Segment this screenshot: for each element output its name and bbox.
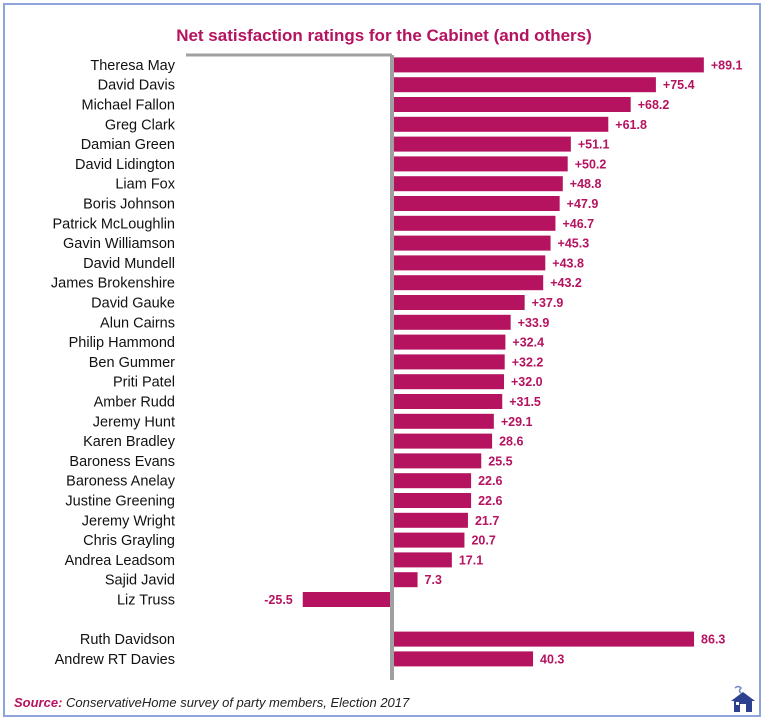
- data-label: +43.2: [550, 276, 582, 290]
- chart-title: Net satisfaction ratings for the Cabinet…: [176, 26, 592, 45]
- category-label: Alun Cairns: [100, 315, 175, 331]
- data-label: +32.0: [511, 375, 543, 389]
- category-label: Baroness Anelay: [66, 474, 176, 490]
- category-label: Liz Truss: [117, 593, 175, 609]
- data-label: 22.6: [478, 474, 502, 488]
- category-label: David Mundell: [83, 256, 175, 272]
- data-label: 20.7: [471, 534, 495, 548]
- data-label: 22.6: [478, 494, 502, 508]
- bar: [392, 57, 704, 73]
- data-label: 17.1: [459, 553, 483, 567]
- data-label: +75.4: [663, 78, 695, 92]
- bar: [392, 532, 465, 548]
- data-label: +51.1: [578, 138, 610, 152]
- bar: [392, 413, 494, 429]
- bar: [392, 275, 544, 291]
- category-label: Andrew RT Davies: [55, 652, 175, 668]
- bar: [392, 215, 556, 231]
- source-text: ConservativeHome survey of party members…: [66, 695, 410, 710]
- bar: [392, 354, 505, 370]
- data-label: 40.3: [540, 652, 564, 666]
- data-label: 28.6: [499, 435, 523, 449]
- category-label: David Davis: [98, 78, 175, 94]
- data-label: +32.2: [512, 355, 544, 369]
- bar: [392, 97, 631, 112]
- bar: [392, 77, 656, 93]
- bar: [392, 374, 504, 390]
- bar: [392, 552, 452, 568]
- source-line: Source: ConservativeHome survey of party…: [14, 695, 409, 710]
- category-label: Greg Clark: [105, 117, 176, 133]
- house-logo-icon: [728, 684, 758, 719]
- data-label: +47.9: [567, 197, 599, 211]
- data-label: +48.8: [570, 177, 602, 191]
- data-label: +45.3: [558, 237, 590, 251]
- bar: [392, 196, 560, 211]
- category-label: Ruth Davidson: [80, 632, 175, 648]
- bar: [392, 235, 551, 251]
- data-label: +33.9: [518, 316, 550, 330]
- bar: [392, 512, 468, 528]
- bar: [392, 295, 525, 310]
- bar: [392, 473, 472, 489]
- category-label: Chris Grayling: [83, 533, 175, 549]
- data-label: +89.1: [711, 58, 743, 72]
- bar: [392, 453, 482, 469]
- data-label: +29.1: [501, 415, 533, 429]
- bar: [392, 136, 571, 152]
- data-label: +68.2: [638, 98, 670, 112]
- bar: [392, 314, 511, 330]
- data-label: +37.9: [532, 296, 564, 310]
- data-label: +31.5: [509, 395, 541, 409]
- category-label: Karen Bradley: [83, 434, 176, 450]
- category-label: Gavin Williamson: [63, 236, 175, 252]
- bar: [302, 592, 392, 607]
- bar: [392, 255, 546, 271]
- data-label: +43.8: [552, 256, 584, 270]
- bar: [392, 572, 418, 588]
- bar: [392, 631, 695, 647]
- bar: [392, 394, 503, 409]
- category-label: Baroness Evans: [69, 454, 175, 470]
- bar: [392, 116, 609, 132]
- category-label: Ben Gummer: [89, 355, 175, 371]
- category-label: Damian Green: [81, 137, 175, 153]
- category-label: Michael Fallon: [82, 98, 176, 114]
- category-label: David Gauke: [91, 296, 175, 312]
- category-label: Liam Fox: [115, 177, 175, 193]
- source-label: Source:: [14, 695, 63, 710]
- category-label: Boris Johnson: [83, 197, 175, 213]
- category-label: Amber Rudd: [94, 395, 175, 411]
- category-label: Philip Hammond: [69, 335, 175, 351]
- data-label: +50.2: [575, 157, 607, 171]
- category-label: Andrea Leadsom: [65, 553, 175, 569]
- data-label: 25.5: [488, 454, 512, 468]
- data-label: +32.4: [512, 336, 544, 350]
- category-label: Sajid Javid: [105, 573, 175, 589]
- category-label: Jeremy Wright: [82, 513, 175, 529]
- category-label: Jeremy Hunt: [93, 414, 175, 430]
- category-label: James Brokenshire: [51, 276, 175, 292]
- data-label: +46.7: [562, 217, 594, 231]
- bar: [392, 493, 472, 508]
- data-label: 7.3: [425, 573, 442, 587]
- data-label: +61.8: [615, 118, 647, 132]
- category-label: Patrick McLoughlin: [53, 216, 176, 232]
- category-label: Priti Patel: [113, 375, 175, 391]
- data-label: -25.5: [264, 593, 293, 607]
- data-label: 86.3: [701, 633, 725, 647]
- category-label: Justine Greening: [65, 494, 175, 510]
- category-label: David Lidington: [75, 157, 175, 173]
- bar: [392, 156, 568, 172]
- bar: [392, 176, 563, 192]
- data-label: 21.7: [475, 514, 499, 528]
- bar: [392, 334, 506, 350]
- category-label: Theresa May: [90, 58, 175, 74]
- bar: [392, 651, 534, 667]
- bar: [392, 433, 493, 449]
